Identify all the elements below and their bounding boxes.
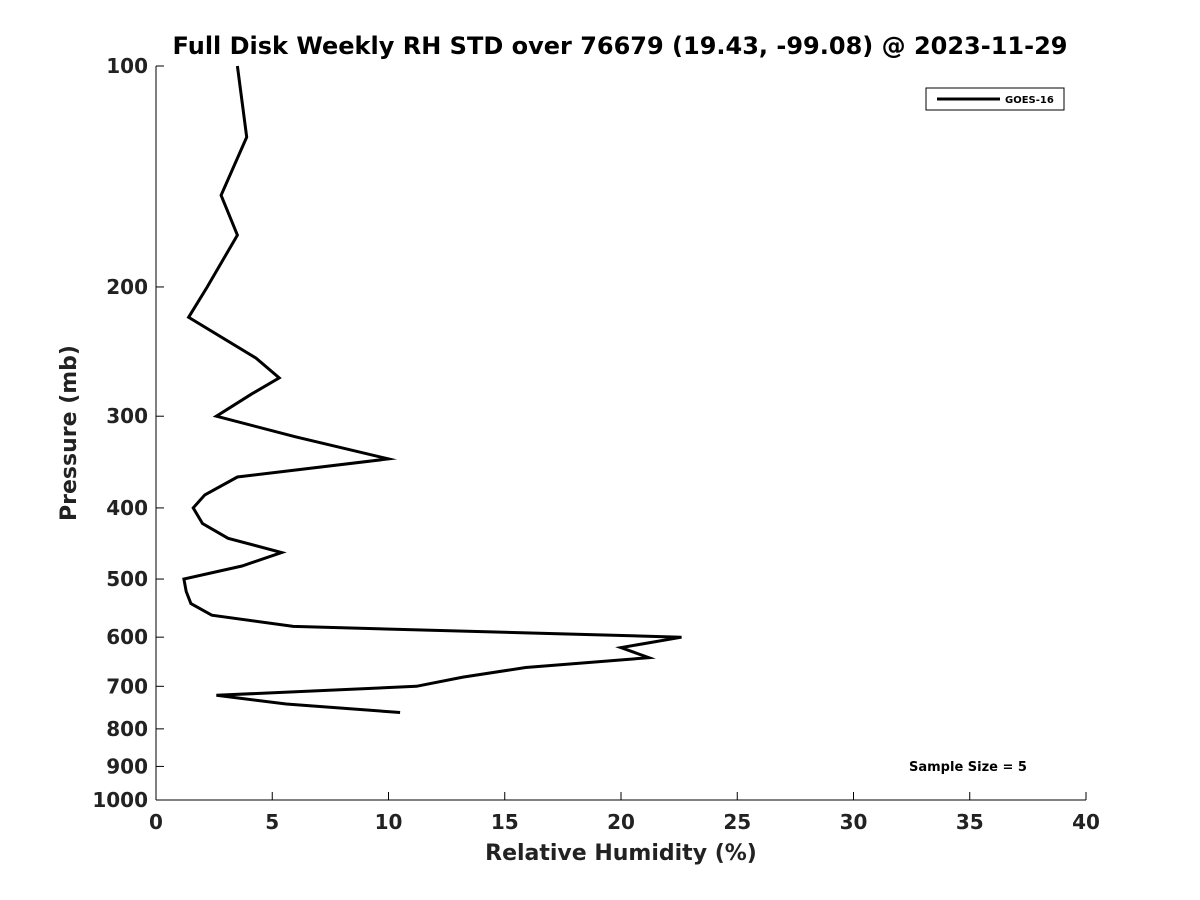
y-tick-label: 400 [106, 496, 148, 520]
y-axis: 100 200 300 400 500 600 700 800 900 1000 [92, 54, 164, 812]
y-tick-label: 200 [106, 275, 148, 299]
chart-title: Full Disk Weekly RH STD over 76679 (19.4… [173, 32, 1068, 60]
legend: GOES-16 [925, 87, 1065, 111]
series-line-goes-16 [182, 65, 682, 714]
sample-size-annotation: Sample Size = 5 [909, 760, 1027, 775]
x-tick-label: 20 [607, 810, 635, 834]
x-tick-label: 35 [956, 810, 984, 834]
y-axis-label: Pressure (mb) [57, 345, 82, 521]
series-layer [182, 65, 682, 714]
y-tick-label: 100 [106, 54, 148, 78]
y-tick-label: 500 [106, 567, 148, 591]
y-tick-label: 900 [106, 754, 148, 778]
y-tick-label: 600 [106, 625, 148, 649]
x-axis: 0 5 10 15 20 25 30 35 40 [149, 792, 1100, 834]
x-tick-label: 10 [375, 810, 403, 834]
y-tick-label: 1000 [92, 788, 148, 812]
y-tick-label: 300 [106, 404, 148, 428]
x-axis-label: Relative Humidity (%) [485, 841, 757, 866]
x-tick-label: 30 [840, 810, 868, 834]
x-tick-label: 25 [723, 810, 751, 834]
legend-label: GOES-16 [1005, 95, 1054, 106]
y-tick-label: 800 [106, 717, 148, 741]
y-tick-label: 700 [106, 674, 148, 698]
plot-area [155, 66, 1086, 801]
x-tick-label: 15 [491, 810, 519, 834]
x-tick-label: 5 [265, 810, 279, 834]
x-tick-label: 0 [149, 810, 163, 834]
x-tick-label: 40 [1072, 810, 1100, 834]
